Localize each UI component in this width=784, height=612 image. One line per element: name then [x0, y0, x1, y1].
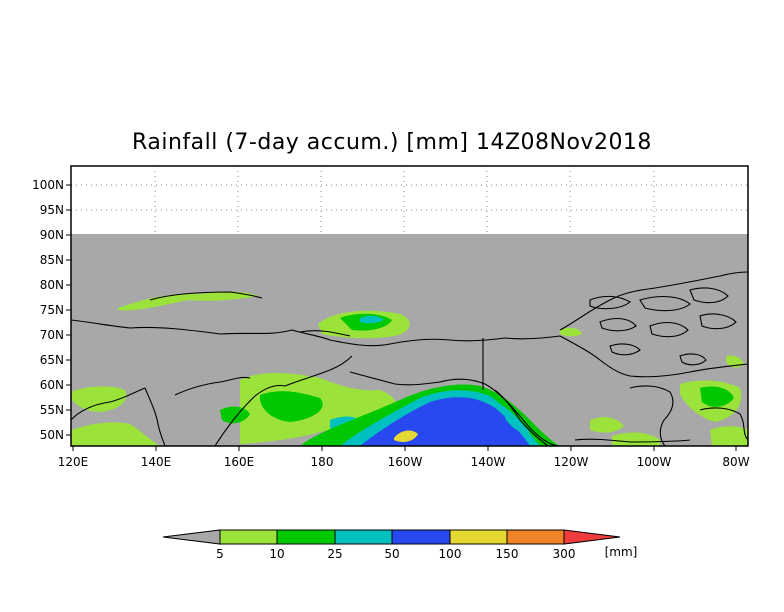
- lon-tick-label: 140W: [471, 455, 506, 469]
- colorbar-level-label: 10: [269, 547, 284, 561]
- map-frame: [70, 165, 749, 447]
- lat-tick-marks: [66, 184, 71, 436]
- lon-tick-label: 80W: [722, 455, 749, 469]
- colorbar-swatch: [391, 529, 451, 545]
- colorbar-swatch: [506, 529, 565, 545]
- lon-tick-label: 120E: [58, 455, 89, 469]
- colorbar-level-label: 5: [216, 547, 224, 561]
- lon-tick-label: 160E: [224, 455, 255, 469]
- colorbar-unit-label: [mm]: [605, 545, 638, 559]
- colorbar-level-label: 300: [553, 547, 576, 561]
- lon-tick-label: 160W: [388, 455, 423, 469]
- lat-tick-label: 100N: [32, 178, 64, 192]
- colorbar-level-label: 25: [327, 547, 342, 561]
- colorbar-swatch: [334, 529, 393, 545]
- lon-tick-label: 120W: [554, 455, 589, 469]
- chart-title: Rainfall (7-day accum.) [mm] 14Z08Nov201…: [132, 130, 652, 155]
- colorbar-level-label: 50: [384, 547, 399, 561]
- colorbar-swatch: [219, 529, 278, 545]
- lat-tick-label: 65N: [40, 353, 64, 367]
- lat-tick-label: 50N: [40, 428, 64, 442]
- colorbar-level-label: 100: [439, 547, 462, 561]
- rainfall-field: [71, 291, 748, 446]
- colorbar: [162, 529, 621, 545]
- lon-tick-label: 140E: [141, 455, 172, 469]
- lat-tick-label: 95N: [40, 203, 64, 217]
- lat-tick-label: 80N: [40, 278, 64, 292]
- lat-tick-label: 85N: [40, 253, 64, 267]
- lat-tick-label: 75N: [40, 303, 64, 317]
- colorbar-right-triangle: [563, 529, 621, 545]
- lat-tick-label: 55N: [40, 403, 64, 417]
- lon-tick-marks: [72, 446, 737, 451]
- lon-tick-label: 100W: [637, 455, 672, 469]
- colorbar-swatch: [449, 529, 508, 545]
- colorbar-left-triangle: [162, 529, 221, 545]
- lon-tick-label: 180: [311, 455, 334, 469]
- coastlines: [70, 271, 749, 447]
- lat-tick-label: 90N: [40, 228, 64, 242]
- lat-tick-label: 60N: [40, 378, 64, 392]
- colorbar-level-label: 150: [496, 547, 519, 561]
- lat-tick-label: 70N: [40, 328, 64, 342]
- colorbar-swatch: [276, 529, 336, 545]
